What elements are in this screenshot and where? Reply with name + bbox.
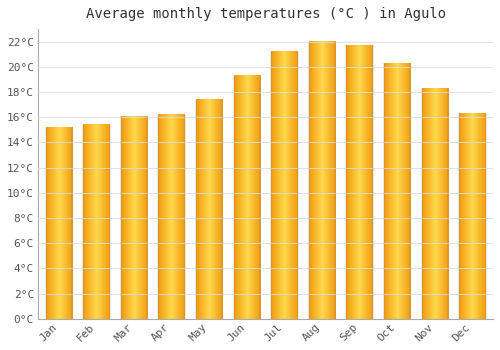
Title: Average monthly temperatures (°C ) in Agulo: Average monthly temperatures (°C ) in Ag… <box>86 7 446 21</box>
